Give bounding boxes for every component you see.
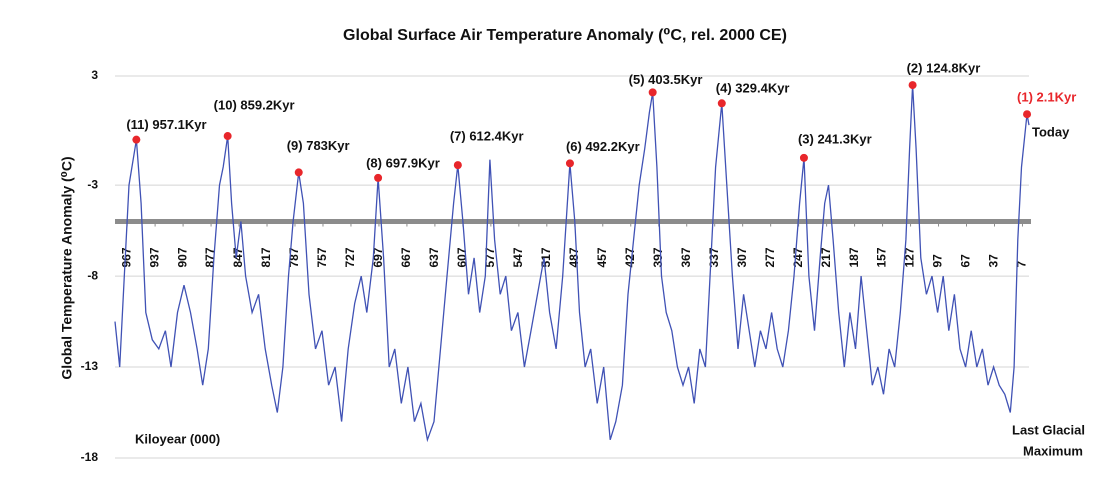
peak-marker <box>799 153 808 162</box>
x-tick-label: 637 <box>427 247 441 267</box>
peak-label: (2) 124.8Kyr <box>907 61 981 76</box>
peak-marker <box>294 168 303 177</box>
x-tick-label: 517 <box>539 247 553 267</box>
x-tick-label: 667 <box>399 247 413 267</box>
chart-title: Global Surface Air Temperature Anomaly (… <box>343 27 787 44</box>
x-tick-label: 967 <box>119 247 133 267</box>
peak-label: (9) 783Kyr <box>287 138 350 153</box>
x-tick-label: 697 <box>371 247 385 267</box>
x-tick-label: 307 <box>735 247 749 267</box>
peak-marker <box>453 161 462 170</box>
x-tick-label: 907 <box>175 247 189 267</box>
x-tick-label: 157 <box>875 247 889 267</box>
temperature-line <box>114 85 1030 443</box>
x-tick-label: 127 <box>903 247 917 267</box>
peak-marker <box>374 173 383 182</box>
x-tick-label: 37 <box>987 254 1001 268</box>
x-tick-label: 487 <box>567 247 581 267</box>
x-tick-label: 247 <box>791 247 805 267</box>
peak-marker <box>1023 110 1032 119</box>
x-tick-label: 7 <box>1015 261 1029 268</box>
x-tick-label: 817 <box>259 247 273 267</box>
y-tick-label: -13 <box>81 359 99 373</box>
y-axis-title: Global Temperature Anomaly (⁰C) <box>59 156 75 379</box>
peak-label: (7) 612.4Kyr <box>450 129 524 144</box>
peak-label: (10) 859.2Kyr <box>214 97 295 112</box>
x-tick-label: 757 <box>315 247 329 267</box>
peak-marker <box>223 132 232 141</box>
x-tick-label: 337 <box>707 247 721 267</box>
peak-label: (8) 697.9Kyr <box>366 155 440 170</box>
note: Last Glacial <box>1012 422 1085 437</box>
y-tick-label: -18 <box>81 450 99 464</box>
peak-marker <box>648 88 657 97</box>
x-tick-label: 607 <box>455 247 469 267</box>
peak-marker <box>132 135 141 144</box>
peak-label: (4) 329.4Kyr <box>716 81 790 96</box>
x-tick-label: 187 <box>847 247 861 267</box>
y-tick-label: -3 <box>87 177 98 191</box>
x-tick-label: 397 <box>651 247 665 267</box>
x-tick-label: 457 <box>595 247 609 267</box>
peak-label: (11) 957.1Kyr <box>126 117 206 132</box>
peak-label: (6) 492.2Kyr <box>566 139 640 154</box>
x-tick-label: 937 <box>147 247 161 267</box>
peak-marker <box>717 99 726 108</box>
y-tick-label: -8 <box>87 268 98 282</box>
x-tick-label: 97 <box>931 254 945 268</box>
x-axis-title: Kiloyear (000) <box>135 431 220 446</box>
x-tick-label: 727 <box>343 247 357 267</box>
x-tick-label: 847 <box>231 247 245 267</box>
peak-label: (5) 403.5Kyr <box>629 72 703 87</box>
peak-marker <box>908 81 917 90</box>
x-tick-label: 547 <box>511 247 525 267</box>
x-tick-label: 427 <box>623 247 637 267</box>
note: Today <box>1032 124 1070 139</box>
peak-label: (1) 2.1Kyr <box>1017 90 1076 105</box>
x-tick-label: 277 <box>763 247 777 267</box>
x-tick-label: 67 <box>959 254 973 268</box>
x-tick-label: 367 <box>679 247 693 267</box>
peak-marker <box>565 159 574 168</box>
y-tick-label: 3 <box>91 68 98 82</box>
peak-label: (3) 241.3Kyr <box>798 131 872 146</box>
x-tick-label: 217 <box>819 247 833 267</box>
note: Maximum <box>1023 443 1083 458</box>
